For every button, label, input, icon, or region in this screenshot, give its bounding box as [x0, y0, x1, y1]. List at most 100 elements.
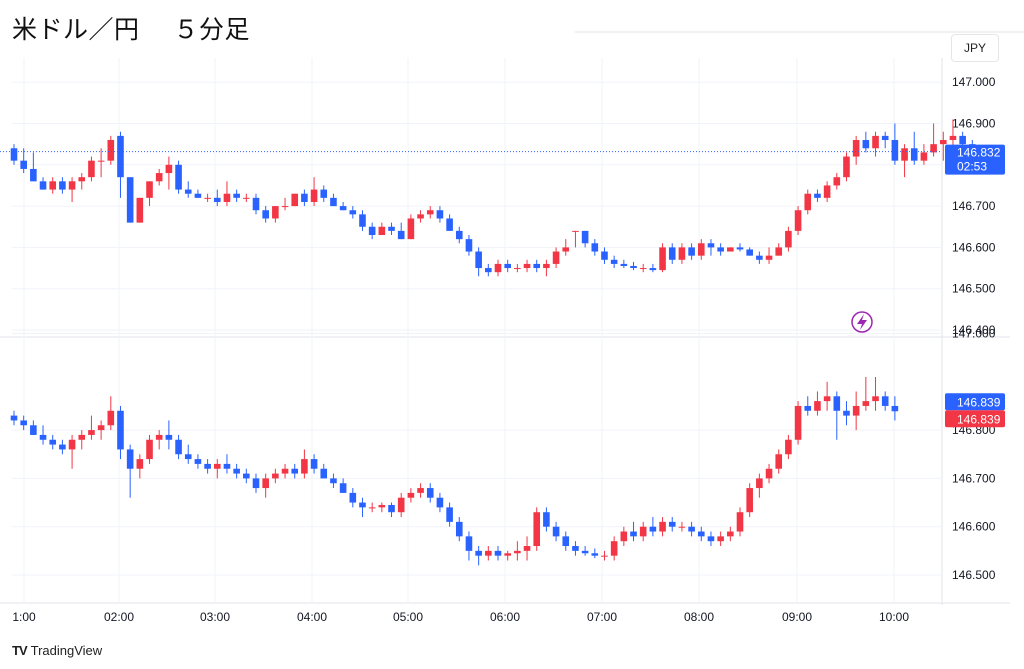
candle-body	[397, 230, 405, 240]
candle-body	[785, 439, 792, 455]
candle-body	[301, 459, 308, 474]
y-tick-label: 146.600	[952, 240, 996, 254]
candle-body	[775, 454, 783, 469]
candle-body	[843, 410, 850, 416]
candle-body	[872, 396, 879, 402]
candle-body	[814, 401, 821, 411]
candle-body	[552, 526, 560, 537]
candle-body	[243, 473, 250, 479]
candle-body	[378, 226, 386, 236]
candle-body	[417, 488, 424, 493]
candle-body	[417, 214, 424, 219]
candle-body	[523, 263, 531, 269]
candle-body	[68, 439, 76, 450]
candle-body	[213, 463, 221, 469]
candle-body	[678, 247, 686, 260]
candle-body	[262, 210, 269, 219]
candle-body	[794, 210, 802, 231]
candle-body	[204, 197, 211, 199]
candle-body	[610, 259, 618, 264]
candle-body	[368, 507, 376, 509]
candle-body	[97, 160, 105, 162]
candle-body	[514, 550, 521, 554]
candle-body	[78, 177, 86, 182]
candle-body	[610, 541, 618, 556]
candle-body	[639, 526, 647, 537]
candle-body	[59, 181, 66, 190]
currency-button[interactable]: JPY	[951, 34, 999, 62]
candle-body	[330, 197, 337, 207]
candle-body	[194, 193, 202, 198]
candle-body	[378, 504, 386, 508]
candle-body	[794, 405, 802, 440]
candle-body	[833, 396, 841, 411]
candle-body	[388, 226, 395, 231]
candle-body	[30, 168, 37, 182]
candle-body	[688, 526, 695, 532]
candle-body	[272, 206, 279, 219]
candle-body	[426, 210, 434, 215]
candle-body	[175, 164, 182, 190]
candle-body	[494, 263, 502, 273]
candle-body	[59, 444, 66, 450]
candle-body	[126, 449, 134, 469]
candle-body	[581, 550, 589, 554]
candle-body	[436, 210, 444, 219]
countdown-label: 02:53	[957, 160, 987, 174]
candle-body	[49, 181, 57, 190]
candle-body	[668, 521, 676, 527]
candle-body	[591, 243, 599, 252]
y-tick-label: 146.500	[952, 282, 996, 296]
candle-body	[785, 230, 792, 248]
candle-body	[291, 468, 299, 474]
candle-body	[397, 497, 405, 513]
candle-body	[823, 396, 831, 402]
candle-body	[678, 526, 686, 528]
candle-body	[891, 405, 899, 412]
candle-body	[533, 512, 541, 547]
ask-price-label: 146.839	[957, 412, 1001, 426]
candle-body	[213, 197, 221, 202]
last-price-badge	[945, 144, 1005, 175]
y-tick-label: 146.900	[952, 117, 996, 131]
candle-body	[746, 249, 753, 256]
candle-body	[765, 255, 773, 260]
candle-body	[49, 439, 57, 445]
candle-body	[126, 177, 134, 223]
candle-body	[20, 160, 27, 169]
candle-body	[736, 512, 744, 532]
candle-body	[10, 415, 18, 421]
candle-body	[949, 135, 957, 141]
candle-body	[881, 396, 889, 406]
bid-price-label: 146.839	[957, 395, 1001, 409]
candle-body	[223, 463, 231, 469]
candle-body	[804, 193, 812, 211]
candle-body	[543, 512, 550, 527]
lightning-icon[interactable]	[851, 311, 873, 333]
candle-body	[184, 189, 192, 194]
candle-body	[136, 197, 144, 223]
candle-body	[117, 135, 124, 178]
brand[interactable]: TV TradingView	[12, 643, 102, 658]
candle-body	[88, 430, 95, 435]
candle-body	[630, 265, 637, 269]
candle-body	[514, 268, 521, 270]
candle-body	[862, 140, 870, 149]
candle-body	[117, 410, 124, 450]
candle-body	[281, 468, 289, 474]
candle-body	[349, 210, 357, 215]
candle-body	[146, 439, 153, 460]
candle-body	[523, 546, 531, 551]
candle-body	[310, 189, 318, 202]
x-tick-label: 10:00	[879, 610, 909, 624]
bid-price-badge	[945, 393, 1005, 411]
candle-body	[562, 536, 570, 547]
candle-body	[494, 550, 502, 556]
candle-body	[668, 247, 676, 260]
candle-body	[852, 140, 860, 157]
candle-body	[775, 247, 783, 256]
candle-body	[852, 405, 860, 416]
candle-body	[823, 185, 831, 198]
candle-body	[910, 148, 918, 161]
